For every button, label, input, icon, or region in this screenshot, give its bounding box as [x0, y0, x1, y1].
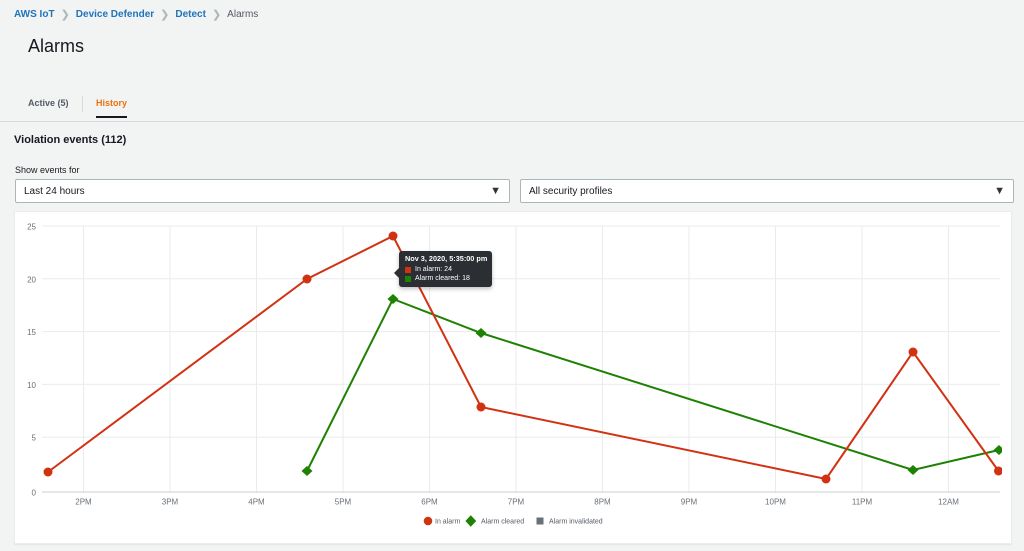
svg-text:9PM: 9PM [681, 498, 698, 507]
svg-text:10: 10 [27, 381, 36, 390]
svg-text:In alarm: In alarm [435, 518, 460, 525]
svg-text:10PM: 10PM [765, 498, 786, 507]
svg-text:6PM: 6PM [421, 498, 438, 507]
svg-text:20: 20 [27, 275, 36, 284]
svg-text:5PM: 5PM [335, 498, 352, 507]
svg-text:7PM: 7PM [508, 498, 525, 507]
svg-text:15: 15 [27, 328, 36, 337]
svg-text:25: 25 [27, 223, 36, 232]
svg-text:3PM: 3PM [162, 498, 179, 507]
svg-text:2PM: 2PM [75, 498, 92, 507]
svg-text:5: 5 [32, 434, 37, 443]
svg-text:0: 0 [32, 489, 37, 498]
svg-text:Alarm invalidated: Alarm invalidated [549, 518, 603, 525]
svg-text:11PM: 11PM [852, 498, 873, 507]
svg-text:8PM: 8PM [594, 498, 611, 507]
svg-text:Alarm cleared: Alarm cleared [481, 518, 524, 525]
svg-text:4PM: 4PM [248, 498, 265, 507]
svg-text:12AM: 12AM [938, 498, 959, 507]
